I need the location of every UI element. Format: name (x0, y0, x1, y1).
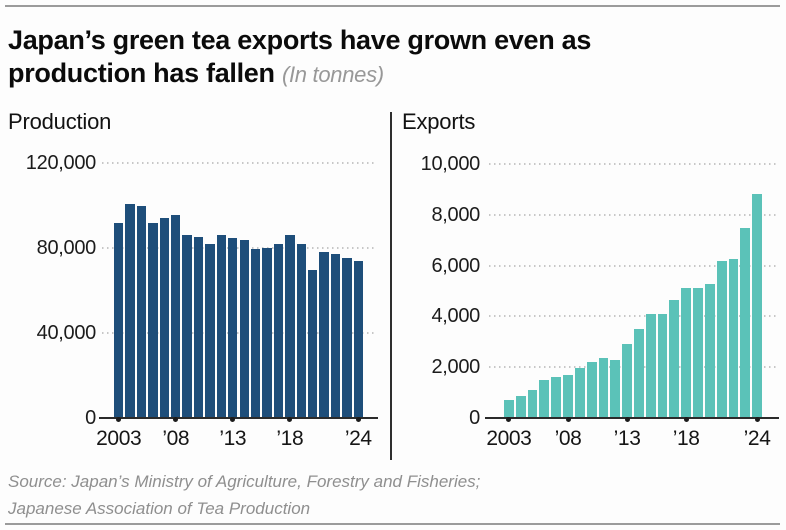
bar-production-2022 (330, 253, 341, 418)
chart-title-line1: Japan’s green tea exports have grown eve… (8, 25, 592, 55)
axis-tick-dot-production-2018 (287, 417, 293, 422)
bar-production-2014 (239, 240, 249, 418)
x-axis-label-production-2024: ’24 (344, 427, 372, 450)
top-rule (5, 5, 780, 7)
y-axis-label-exports: 8,000 (431, 203, 480, 226)
bar-production-2017 (273, 243, 284, 418)
bar-exports-2005 (527, 390, 538, 418)
x-axis-line-production (99, 417, 378, 419)
bar-exports-2009 (574, 368, 585, 418)
axis-tick-dot-exports-2013 (624, 417, 630, 422)
x-axis-label-production-2013: ’13 (219, 427, 247, 450)
bottom-rule (5, 523, 780, 525)
bar-exports-2020 (704, 284, 715, 418)
axis-tick-dot-production-2013 (230, 417, 236, 422)
gridline-exports-6000 (489, 264, 779, 267)
y-axis-label-exports: 6,000 (431, 254, 480, 277)
bar-exports-2012 (610, 359, 621, 418)
axis-tick-dot-production-2003 (116, 417, 122, 422)
bar-production-2005 (136, 205, 147, 418)
bar-production-2008 (171, 215, 181, 418)
y-axis-label-production: 120,000 (25, 152, 97, 174)
bar-production-2012 (216, 235, 227, 418)
bar-exports-2022 (728, 258, 739, 418)
exports-panel-title: Exports (402, 109, 476, 134)
panel-divider (390, 112, 392, 460)
axis-tick-dot-production-2008 (173, 417, 179, 422)
bar-exports-2013 (622, 344, 632, 418)
bar-exports-2021 (716, 261, 727, 418)
bar-production-2019 (296, 244, 306, 418)
bar-exports-2019 (693, 288, 703, 418)
bar-exports-2010 (586, 362, 597, 418)
x-axis-label-exports-2008: ’08 (554, 427, 582, 450)
axis-tick-dot-production-2024 (355, 417, 361, 422)
bar-production-2010 (193, 237, 204, 418)
source-note: Source: Japan’s Ministry of Agriculture,… (8, 468, 708, 522)
x-axis-label-production-2018: ’18 (276, 427, 304, 450)
bar-production-2006 (148, 222, 158, 418)
bar-production-2021 (319, 252, 329, 418)
gridline-exports-8000 (489, 213, 779, 216)
chart-title-line2-text: production has fallen (8, 58, 275, 88)
production-panel-title: Production (8, 109, 112, 134)
y-axis-label-exports: 4,000 (431, 305, 480, 328)
chart-title: Japan’s green tea exports have grown eve… (8, 24, 768, 91)
bar-exports-2003 (504, 400, 514, 418)
bar-exports-2024 (752, 194, 762, 418)
x-axis-label-exports-2024: ’24 (743, 427, 771, 450)
axis-tick-dot-exports-2003 (506, 417, 512, 422)
x-axis-label-exports-2018: ’18 (672, 427, 700, 450)
gridline-exports-10000 (489, 163, 779, 165)
x-axis-label-exports-2003: 2003 (486, 427, 532, 450)
bar-exports-2017 (669, 299, 680, 418)
axis-tick-dot-exports-2018 (683, 417, 689, 422)
source-line1: Source: Japan’s Ministry of Agriculture,… (8, 472, 481, 491)
x-axis-label-production-2008: ’08 (162, 427, 190, 450)
bar-exports-2008 (563, 374, 573, 418)
y-axis-label-exports: 0 (469, 407, 480, 429)
bar-production-2016 (262, 247, 272, 418)
x-axis-label-exports-2013: ’13 (613, 427, 641, 450)
bar-exports-2014 (634, 329, 644, 418)
bar-production-2020 (307, 269, 318, 418)
x-axis-label-production-2003: 2003 (96, 427, 142, 450)
y-axis-label-exports: 2,000 (431, 356, 480, 379)
bar-production-2003 (114, 222, 124, 418)
bar-production-2013 (228, 237, 238, 418)
bar-exports-2004 (515, 396, 526, 418)
gridline-exports-4000 (489, 315, 779, 318)
axis-tick-dot-exports-2008 (565, 417, 571, 422)
bar-exports-2015 (645, 313, 656, 418)
y-axis-label-production: 0 (85, 407, 96, 429)
x-axis-line-exports (485, 417, 779, 419)
y-axis-label-production: 40,000 (36, 322, 97, 344)
bar-production-2015 (250, 249, 261, 418)
bar-production-2023 (342, 258, 352, 418)
source-line2: Japanese Association of Tea Production (8, 499, 311, 518)
bar-exports-2023 (740, 227, 751, 418)
bar-production-2018 (285, 234, 295, 418)
bar-production-2011 (205, 243, 215, 418)
unit-note: (In tonnes) (281, 62, 384, 87)
bar-exports-2007 (551, 377, 562, 418)
gridline-production-120000 (102, 162, 377, 164)
bar-production-2009 (182, 235, 192, 418)
y-axis-label-exports: 10,000 (420, 153, 481, 175)
bar-exports-2018 (681, 288, 692, 418)
chart-title-line2: production has fallen (In tonnes) (8, 57, 768, 91)
axis-tick-dot-exports-2024 (754, 417, 760, 422)
bar-production-2007 (159, 218, 170, 418)
bar-exports-2016 (657, 313, 668, 418)
bar-production-2024 (353, 261, 363, 418)
bar-exports-2011 (598, 358, 609, 418)
bar-production-2004 (125, 204, 135, 418)
bar-exports-2006 (539, 379, 550, 418)
y-axis-label-production: 80,000 (36, 237, 97, 259)
